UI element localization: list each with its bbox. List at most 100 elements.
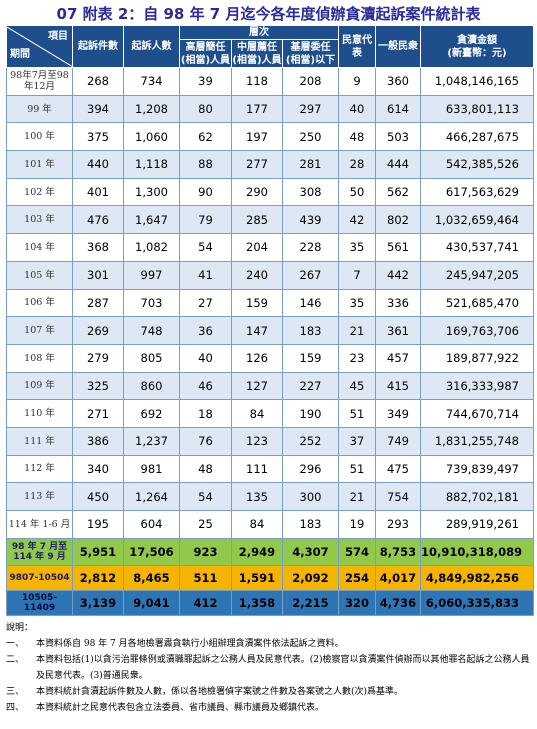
cell-period: 106 年 (6, 288, 73, 318)
cell-amount: 430,537,741 (420, 233, 534, 262)
cell-junior: 439 (282, 205, 339, 235)
cell-representatives: 23 (338, 343, 376, 373)
cell-civilians: 749 (375, 426, 421, 456)
cell-representatives: 51 (338, 454, 376, 484)
cell-civilians: 293 (375, 510, 421, 539)
cell-junior: 250 (282, 122, 339, 152)
cell-persons: 1,237 (123, 426, 180, 456)
cell-persons: 17,506 (123, 537, 180, 566)
corner-label-item: 項目 (48, 30, 68, 42)
cell-representatives: 35 (338, 233, 376, 262)
table-row: 98年7月至98年12月 268 734 39 118 208 9 360 1,048,146,… (6, 67, 534, 96)
cell-representatives: 40 (338, 94, 376, 124)
cell-middle: 135 (231, 482, 283, 511)
cell-senior: 412 (179, 589, 232, 616)
cell-civilians: 349 (375, 399, 421, 428)
table-row: 106 年 287 703 27 159 146 35 336 521,685,470 (6, 288, 534, 318)
summary-body: 98 年 7 月至 114 年 9 月 5,951 17,506 923 2,949 4,… (6, 537, 534, 616)
cell-junior: 227 (282, 371, 339, 401)
table-row: 113 年 450 1,264 54 135 300 21 754 882,702,181 (6, 482, 534, 511)
cell-period: 98 年 7 月至 114 年 9 月 (6, 537, 73, 566)
cell-junior: 300 (282, 482, 339, 511)
cell-amount: 6,060,335,833 (420, 589, 534, 616)
header-senior: 高層簡任 (相當)人員 (179, 39, 232, 68)
note-number: 二、 (6, 655, 25, 665)
cell-middle: 118 (231, 67, 283, 96)
cell-period: 108 年 (6, 343, 73, 373)
cell-junior: 2,092 (282, 564, 339, 591)
cell-persons: 692 (123, 399, 180, 428)
cell-amount: 316,333,987 (420, 371, 534, 401)
cell-amount: 189,877,922 (420, 343, 534, 373)
cell-cases: 269 (72, 316, 124, 345)
cell-junior: 252 (282, 426, 339, 456)
cell-middle: 285 (231, 205, 283, 235)
statistics-table: 項目 期間 起訴件數 起訴人數 層次 民意代表 一般民衆 貪瀆金額 (新臺幣：元)… (6, 25, 534, 616)
cell-period: 109 年 (6, 371, 73, 401)
cell-senior: 46 (179, 371, 232, 401)
note-item: 三、 本資料統計貪瀆起訴件數及人數，係以各地檢署偵字案號之件數及各案號之人數(次)… (6, 684, 533, 700)
cell-amount: 10,910,318,089 (420, 537, 534, 566)
cell-middle: 123 (231, 426, 283, 456)
table-row: 108 年 279 805 40 126 159 23 457 189,877,922 (6, 343, 534, 373)
header-rank-group: 層次 (179, 25, 339, 40)
note-number: 三、 (6, 687, 25, 697)
note-item: 二、 本資料包括(1)以貪污治罪條例或瀆職罪起訴之公務人員及民意代表。(2)檢察官… (6, 652, 533, 684)
cell-junior: 159 (282, 343, 339, 373)
cell-junior: 4,307 (282, 537, 339, 566)
table-row: 100 年 375 1,060 62 197 250 48 503 466,287,675 (6, 122, 534, 152)
cell-representatives: 50 (338, 177, 376, 207)
cell-representatives: 28 (338, 150, 376, 179)
cell-civilians: 444 (375, 150, 421, 179)
cell-persons: 1,647 (123, 205, 180, 235)
notes-section: 說明： 一、 本資料係自 98 年 7 月各地檢署肅貪執行小組辦理貪瀆案件依法起訴… (6, 620, 533, 716)
cell-cases: 268 (72, 67, 124, 96)
cell-civilians: 802 (375, 205, 421, 235)
cell-senior: 25 (179, 510, 232, 539)
cell-cases: 271 (72, 399, 124, 428)
cell-amount: 521,685,470 (420, 288, 534, 318)
header-amount: 貪瀆金額 (新臺幣：元) (420, 25, 534, 68)
cell-persons: 1,208 (123, 94, 180, 124)
cell-persons: 1,082 (123, 233, 180, 262)
cell-period: 100 年 (6, 122, 73, 152)
note-text: 本資料統計貪瀆起訴件數及人數，係以各地檢署偵字案號之件數及各案號之人數(次)爲基… (36, 687, 404, 697)
cell-middle: 240 (231, 260, 283, 290)
cell-junior: 297 (282, 94, 339, 124)
cell-cases: 287 (72, 288, 124, 318)
cell-civilians: 336 (375, 288, 421, 318)
cell-senior: 90 (179, 177, 232, 207)
header-civilians: 一般民衆 (375, 25, 421, 68)
cell-senior: 54 (179, 233, 232, 262)
cell-persons: 8,465 (123, 564, 180, 591)
corner-label-period: 期間 (10, 48, 30, 60)
cell-civilians: 475 (375, 454, 421, 484)
cell-cases: 394 (72, 94, 124, 124)
notes-list: 一、 本資料係自 98 年 7 月各地檢署肅貪執行小組辦理貪瀆案件依法起訴之資料。… (6, 636, 533, 716)
note-number: 四、 (6, 703, 25, 713)
cell-junior: 308 (282, 177, 339, 207)
cell-senior: 41 (179, 260, 232, 290)
cell-amount: 169,763,706 (420, 316, 534, 345)
cell-amount: 1,032,659,464 (420, 205, 534, 235)
cell-period: 10505-11409 (6, 589, 73, 616)
table-row: 104 年 368 1,082 54 204 228 35 561 430,537,741 (6, 233, 534, 262)
cell-cases: 368 (72, 233, 124, 262)
cell-civilians: 361 (375, 316, 421, 345)
note-text: 本資料係自 98 年 7 月各地檢署肅貪執行小組辦理貪瀆案件依法起訴之資料。 (36, 639, 344, 649)
cell-persons: 748 (123, 316, 180, 345)
cell-civilians: 457 (375, 343, 421, 373)
table-row: 112 年 340 981 48 111 296 51 475 739,839,497 (6, 454, 534, 484)
corner-header-cell: 項目 期間 (6, 25, 73, 68)
cell-cases: 195 (72, 510, 124, 539)
cell-civilians: 4,736 (375, 589, 421, 616)
cell-amount: 739,839,497 (420, 454, 534, 484)
cell-senior: 76 (179, 426, 232, 456)
cell-middle: 159 (231, 288, 283, 318)
cell-amount: 289,919,261 (420, 510, 534, 539)
cell-representatives: 9 (338, 67, 376, 96)
cell-period: 113 年 (6, 482, 73, 511)
cell-civilians: 360 (375, 67, 421, 96)
cell-representatives: 42 (338, 205, 376, 235)
cell-persons: 860 (123, 371, 180, 401)
